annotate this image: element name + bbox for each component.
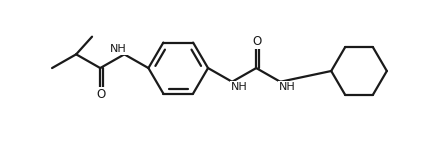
Text: O: O: [253, 35, 262, 48]
Text: NH: NH: [279, 82, 296, 92]
Text: O: O: [96, 88, 106, 101]
Text: NH: NH: [110, 44, 127, 54]
Text: NH: NH: [231, 82, 247, 92]
